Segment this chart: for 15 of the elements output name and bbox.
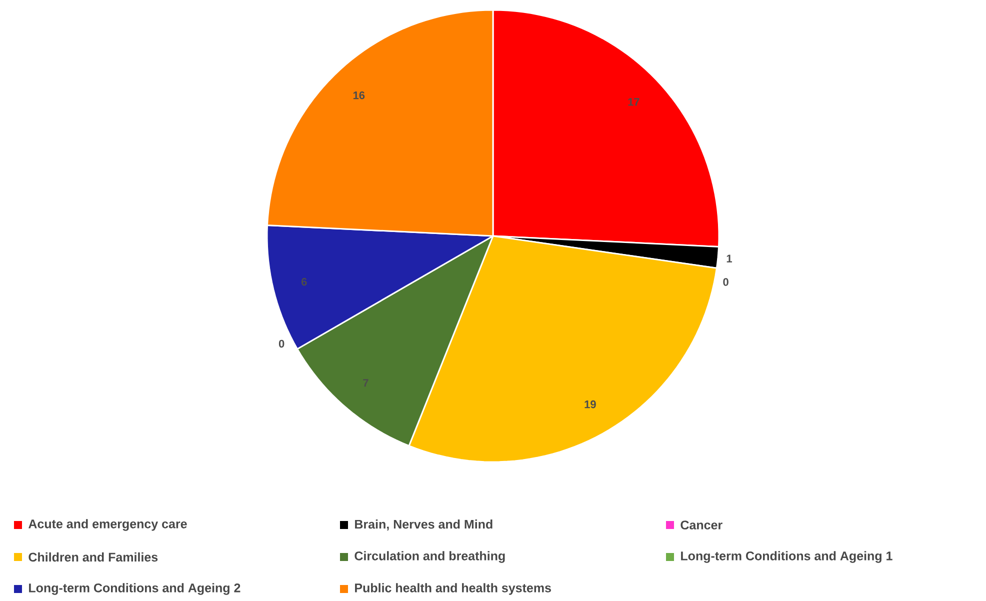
- data-label: 1: [726, 254, 732, 262]
- legend-label: Cancer: [680, 520, 722, 530]
- legend-label: Circulation and breathing: [354, 551, 505, 563]
- legend-label: Long-term Conditions and Ageing 1: [681, 551, 892, 563]
- legend-label: Acute and emergency care: [28, 519, 187, 531]
- legend-label: Long-term Conditions and Ageing 2: [29, 583, 240, 595]
- text: 0: [723, 278, 728, 286]
- legend-label: Brain, Nerves and Mind: [355, 519, 492, 530]
- data-label: 17: [628, 98, 640, 106]
- data-label: 6: [301, 278, 307, 286]
- legend-label: Public health and health systems: [355, 583, 551, 595]
- data-label: 16: [353, 91, 365, 100]
- text: 0: [278, 340, 284, 348]
- legend-label: Children and Families: [28, 552, 158, 562]
- data-label: 19: [584, 400, 596, 408]
